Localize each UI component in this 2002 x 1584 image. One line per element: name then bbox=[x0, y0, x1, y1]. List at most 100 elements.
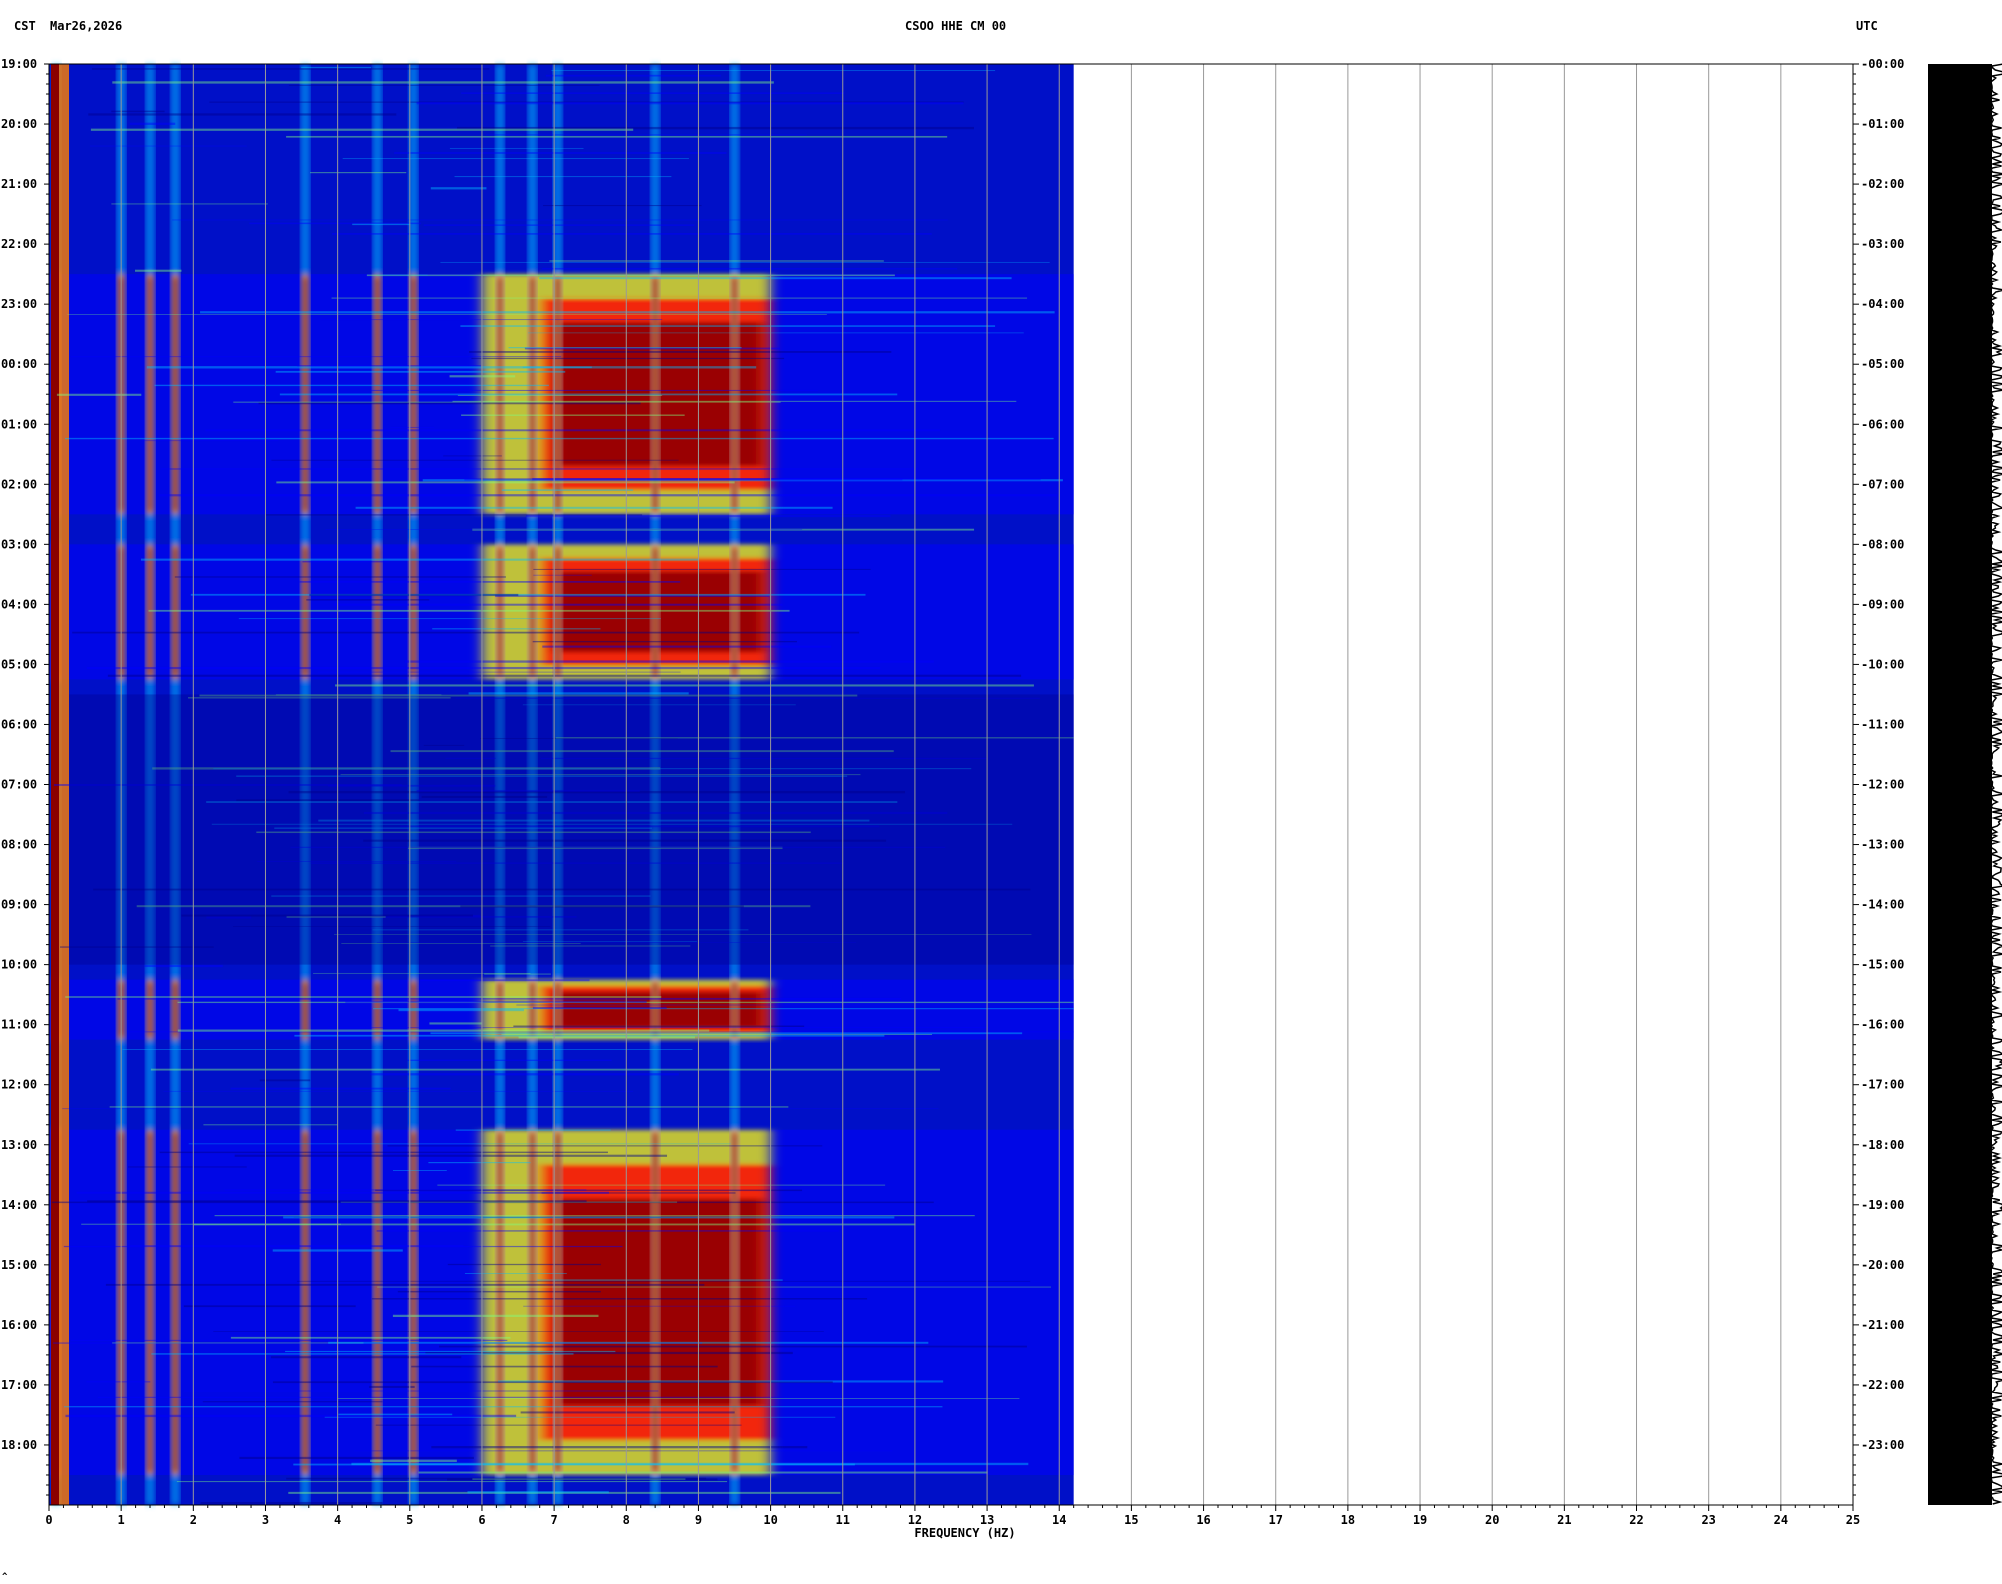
texture-streak bbox=[144, 964, 223, 968]
texture-streak bbox=[354, 1450, 893, 1452]
texture-streak bbox=[105, 1283, 705, 1286]
texture-streak bbox=[81, 1223, 341, 1225]
x-tick-label: 0 bbox=[45, 1513, 52, 1527]
texture-streak bbox=[72, 631, 860, 634]
texture-streak bbox=[522, 704, 796, 706]
texture-streak bbox=[501, 489, 634, 491]
texture-streak bbox=[122, 1049, 693, 1050]
texture-streak bbox=[508, 347, 742, 349]
x-tick-label: 25 bbox=[1846, 1513, 1860, 1527]
texture-streak bbox=[420, 979, 590, 982]
texture-streak bbox=[390, 426, 435, 428]
texture-streak bbox=[411, 1365, 718, 1368]
texture-streak bbox=[202, 1401, 383, 1403]
texture-streak bbox=[449, 147, 584, 149]
texture-streak bbox=[296, 1280, 1031, 1282]
texture-streak bbox=[352, 223, 411, 226]
texture-streak bbox=[486, 134, 807, 136]
texture-streak bbox=[484, 973, 551, 975]
left-time-label: 04:00 bbox=[1, 597, 37, 611]
texture-streak bbox=[345, 1000, 647, 1003]
texture-streak bbox=[533, 568, 871, 570]
texture-streak bbox=[429, 1022, 483, 1025]
texture-streak bbox=[398, 1008, 524, 1012]
texture-streak bbox=[283, 1216, 895, 1219]
texture-streak bbox=[190, 593, 866, 596]
seismogram-trace bbox=[1928, 63, 2002, 1505]
texture-streak bbox=[310, 862, 844, 864]
texture-streak bbox=[333, 603, 783, 606]
texture-streak bbox=[206, 801, 898, 803]
texture-streak bbox=[109, 1106, 789, 1108]
texture-streak bbox=[265, 514, 643, 516]
texture-streak bbox=[279, 393, 898, 396]
texture-streak bbox=[376, 274, 428, 276]
texture-streak bbox=[445, 757, 496, 759]
texture-streak bbox=[174, 576, 506, 578]
texture-streak bbox=[239, 1456, 474, 1460]
texture-streak bbox=[457, 395, 663, 396]
x-tick-label: 9 bbox=[695, 1513, 702, 1527]
texture-streak bbox=[127, 1166, 247, 1168]
texture-streak bbox=[176, 1481, 728, 1483]
texture-streak bbox=[288, 1491, 841, 1494]
left-time-label: 11:00 bbox=[1, 1018, 37, 1032]
right-time-label: -09:00 bbox=[1861, 597, 1904, 611]
texture-streak bbox=[306, 599, 430, 601]
texture-streak bbox=[232, 926, 551, 927]
texture-streak bbox=[199, 694, 858, 697]
footer-mark: ^ bbox=[2, 1572, 8, 1582]
x-tick-label: 13 bbox=[980, 1513, 994, 1527]
x-axis: 0 1 2 3 4 5 6 7 8 9 10 11 12 13 14 15 16 17 18 19 20 21 22 23 24… bbox=[45, 1505, 1860, 1527]
texture-streak bbox=[127, 1031, 1074, 1033]
texture-streak bbox=[423, 224, 695, 226]
left-time-label: 00:00 bbox=[1, 357, 37, 371]
right-time-label: -04:00 bbox=[1861, 297, 1904, 311]
texture-streak bbox=[428, 1162, 531, 1164]
right-time-label: -19:00 bbox=[1861, 1198, 1904, 1212]
texture-streak bbox=[404, 660, 934, 663]
x-tick-label: 3 bbox=[262, 1513, 269, 1527]
texture-streak bbox=[390, 750, 894, 753]
texture-streak bbox=[213, 768, 972, 770]
texture-streak bbox=[461, 92, 845, 94]
x-tick-label: 17 bbox=[1268, 1513, 1282, 1527]
texture-streak bbox=[363, 839, 887, 842]
right-time-axis: -00:00 -01:00 -02:00 -03:00 -04:00 -05:00 -06:… bbox=[1853, 57, 1904, 1496]
texture-streak bbox=[272, 1381, 833, 1384]
date-label: Mar26,2026 bbox=[50, 19, 123, 33]
texture-streak bbox=[53, 784, 402, 786]
texture-streak bbox=[516, 1004, 987, 1006]
texture-streak bbox=[152, 767, 661, 770]
texture-streak bbox=[298, 916, 577, 918]
texture-streak bbox=[394, 152, 727, 154]
texture-streak bbox=[407, 1059, 612, 1061]
texture-streak bbox=[200, 311, 1055, 314]
texture-streak bbox=[522, 941, 698, 942]
texture-streak bbox=[422, 479, 1063, 482]
texture-streak bbox=[93, 888, 1031, 891]
texture-streak bbox=[377, 1286, 1051, 1288]
spectral-line bbox=[408, 64, 419, 1505]
right-time-label: -08:00 bbox=[1861, 537, 1904, 551]
right-time-label: -05:00 bbox=[1861, 357, 1904, 371]
texture-streak bbox=[193, 1223, 916, 1226]
texture-streak bbox=[472, 1478, 686, 1480]
texture-streak bbox=[467, 1491, 609, 1494]
left-time-label: 13:00 bbox=[1, 1138, 37, 1152]
right-timezone-label: UTC bbox=[1856, 19, 1878, 33]
texture-streak bbox=[532, 640, 797, 643]
texture-streak bbox=[437, 1184, 886, 1186]
texture-streak bbox=[181, 914, 473, 917]
texture-streak bbox=[452, 400, 1017, 402]
texture-streak bbox=[159, 1151, 608, 1154]
texture-streak bbox=[464, 478, 903, 481]
quiet-period bbox=[69, 694, 1074, 965]
texture-streak bbox=[371, 1298, 868, 1300]
texture-streak bbox=[140, 558, 699, 561]
texture-streak bbox=[257, 860, 457, 862]
texture-streak bbox=[111, 110, 165, 113]
texture-streak bbox=[150, 1068, 940, 1071]
x-tick-label: 8 bbox=[623, 1513, 630, 1527]
spectral-line bbox=[170, 64, 181, 1505]
